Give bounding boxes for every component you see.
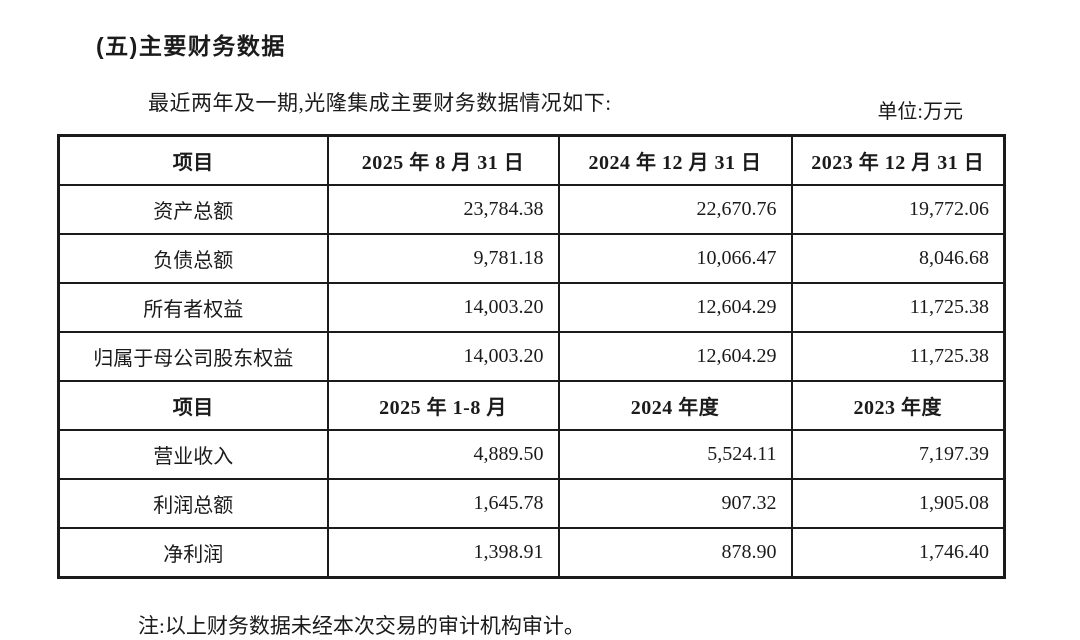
table-row-total-assets: 资产总额 23,784.38 22,670.76 19,772.06 — [57, 184, 1006, 235]
header-cell-period-3: 2023 年度 — [790, 380, 1006, 431]
header-cell-period-2: 2024 年度 — [557, 380, 793, 431]
value-cell: 9,781.18 — [326, 233, 560, 284]
value-cell: 22,670.76 — [557, 184, 793, 235]
value-cell: 1,746.40 — [790, 527, 1006, 579]
value-cell: 8,046.68 — [790, 233, 1006, 284]
value-cell: 12,604.29 — [557, 331, 793, 382]
section-title: (五)主要财务数据 — [96, 33, 286, 60]
value-cell: 14,003.20 — [326, 282, 560, 333]
row-label-cell: 负债总额 — [57, 233, 329, 284]
table-header-row-balance: 项目 2025 年 8 月 31 日 2024 年 12 月 31 日 2023… — [57, 134, 1006, 186]
header-cell-item: 项目 — [57, 134, 329, 186]
header-cell-date-3: 2023 年 12 月 31 日 — [790, 134, 1006, 186]
unit-label: 单位:万元 — [877, 101, 963, 123]
intro-paragraph: 最近两年及一期,光隆集成主要财务数据情况如下: — [148, 91, 612, 115]
value-cell: 12,604.29 — [557, 282, 793, 333]
table-row-owners-equity: 所有者权益 14,003.20 12,604.29 11,725.38 — [57, 282, 1006, 333]
table-row-net-profit: 净利润 1,398.91 878.90 1,746.40 — [57, 527, 1006, 579]
value-cell: 14,003.20 — [326, 331, 560, 382]
value-cell: 4,889.50 — [326, 429, 560, 480]
value-cell: 10,066.47 — [557, 233, 793, 284]
value-cell: 878.90 — [557, 527, 793, 579]
value-cell: 5,524.11 — [557, 429, 793, 480]
value-cell: 7,197.39 — [790, 429, 1006, 480]
header-cell-date-2: 2024 年 12 月 31 日 — [557, 134, 793, 186]
row-label-cell: 净利润 — [57, 527, 329, 579]
footnote: 注:以上财务数据未经本次交易的审计机构审计。 — [138, 614, 585, 638]
row-label-cell: 利润总额 — [57, 478, 329, 529]
row-label-cell: 所有者权益 — [57, 282, 329, 333]
value-cell: 19,772.06 — [790, 184, 1006, 235]
value-cell: 1,905.08 — [790, 478, 1006, 529]
value-cell: 1,398.91 — [326, 527, 560, 579]
row-label-cell: 营业收入 — [57, 429, 329, 480]
row-label-cell: 资产总额 — [57, 184, 329, 235]
value-cell: 11,725.38 — [790, 331, 1006, 382]
value-cell: 907.32 — [557, 478, 793, 529]
row-label-cell: 归属于母公司股东权益 — [57, 331, 329, 382]
table-header-row-income: 项目 2025 年 1-8 月 2024 年度 2023 年度 — [57, 380, 1006, 431]
value-cell: 1,645.78 — [326, 478, 560, 529]
value-cell: 23,784.38 — [326, 184, 560, 235]
header-cell-period-1: 2025 年 1-8 月 — [326, 380, 560, 431]
table-row-total-liabilities: 负债总额 9,781.18 10,066.47 8,046.68 — [57, 233, 1006, 284]
value-cell: 11,725.38 — [790, 282, 1006, 333]
table-row-total-profit: 利润总额 1,645.78 907.32 1,905.08 — [57, 478, 1006, 529]
table-row-parent-equity: 归属于母公司股东权益 14,003.20 12,604.29 11,725.38 — [57, 331, 1006, 382]
table-row-revenue: 营业收入 4,889.50 5,524.11 7,197.39 — [57, 429, 1006, 480]
financial-data-table: 项目 2025 年 8 月 31 日 2024 年 12 月 31 日 2023… — [57, 134, 1006, 579]
header-cell-date-1: 2025 年 8 月 31 日 — [326, 134, 560, 186]
header-cell-item: 项目 — [57, 380, 329, 431]
